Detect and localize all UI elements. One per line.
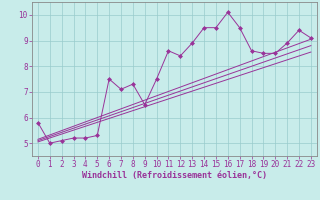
- X-axis label: Windchill (Refroidissement éolien,°C): Windchill (Refroidissement éolien,°C): [82, 171, 267, 180]
